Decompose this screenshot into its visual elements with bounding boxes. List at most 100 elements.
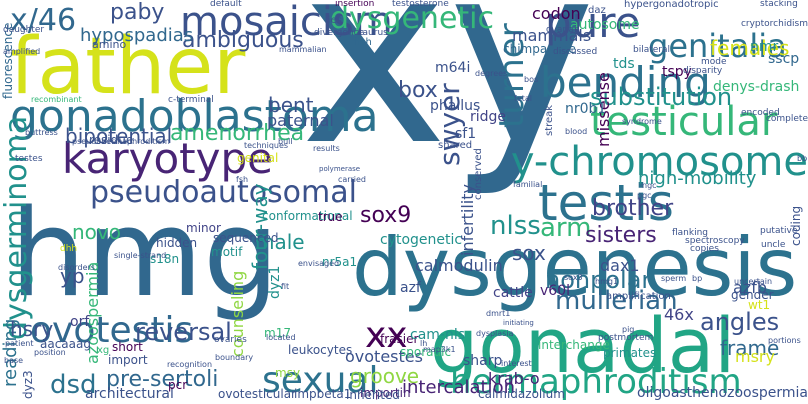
word-bent: bent — [268, 93, 314, 117]
word-nr0b1: nr0b1 — [565, 101, 607, 117]
word-residue: residue — [89, 133, 134, 147]
word-divergence: divergence — [314, 28, 365, 38]
word-sox: sox — [512, 241, 546, 265]
word-yp: yp — [60, 264, 85, 288]
word-insertion: insertion — [335, 0, 375, 9]
word-blood: blood — [565, 127, 588, 136]
word-dyz1: dyz1 — [267, 265, 283, 299]
word-dysgenesis: dysgenesis — [352, 221, 798, 314]
word-phallus: phallus — [430, 98, 481, 114]
word-lh: lh — [420, 339, 428, 348]
word-sox9: sox9 — [360, 203, 412, 228]
word-interest: interest — [501, 359, 532, 368]
word-importin: importin — [360, 386, 411, 400]
word-inherited: inherited — [346, 388, 400, 402]
word-aacaaag: aacaaag — [40, 337, 91, 351]
word-testis: testis — [538, 174, 674, 232]
word-dax1: dax1 — [600, 256, 640, 275]
word-lies: lies — [325, 15, 342, 26]
word-dyz3: dyz3 — [21, 370, 35, 399]
word-azfb: azfb — [733, 278, 767, 297]
word-ambiguous: ambiguous — [182, 28, 304, 53]
word-xg: xg — [97, 345, 110, 356]
word-hmg: hmg — [10, 185, 280, 324]
word-oligoasthenozoospermia: oligoasthenozoospermia — [637, 385, 808, 401]
word-syndrome: syndrome — [622, 117, 662, 126]
word-dysgenetic: dysgenetic — [330, 1, 494, 36]
word-testosterone: testosterone — [392, 0, 449, 9]
word-xy: xy — [300, 0, 596, 200]
word-familial: familial — [513, 180, 543, 189]
word-arm: arm — [540, 213, 592, 243]
word-portions: portions — [768, 336, 801, 345]
word-fsh: fsh — [236, 175, 249, 184]
word-y-chromosome: y-chromosome — [510, 139, 808, 185]
word-disparity: disparity — [683, 66, 723, 76]
word-map3k1: map3k1 — [423, 345, 456, 354]
word-import: import — [108, 353, 148, 367]
word-fetal: fetal — [514, 94, 532, 103]
word-interchange: interchange — [538, 338, 610, 352]
word-uncertain: uncertain — [734, 277, 773, 286]
word-gonadal: gonadal — [430, 301, 736, 390]
word-mosaicism: mosaicism — [180, 0, 393, 45]
word-default: default — [210, 0, 242, 9]
word-females: females — [710, 36, 790, 60]
word-stacking: stacking — [760, 0, 798, 9]
word-fish: fish — [354, 37, 372, 48]
word-tspy: tspy — [662, 64, 692, 80]
word-ovotesticular: ovotesticular — [218, 387, 296, 401]
word-uncle: uncle — [761, 240, 786, 250]
word-swyer: swyer — [433, 83, 466, 166]
word-amplification: amplification — [606, 291, 671, 302]
word-streak: streak — [544, 104, 555, 136]
word-architectural: architectural — [85, 386, 174, 402]
word-daz: daz — [588, 5, 606, 16]
word-dysgerminoma: dysgerminoma — [0, 115, 34, 340]
word-bos: bos — [524, 75, 539, 84]
word-ovotestes: ovotestes — [345, 347, 423, 366]
word-gonadoblastoma: gonadoblastoma — [10, 91, 379, 142]
word-fit: fit — [281, 282, 290, 291]
word-dhh: dhh — [60, 244, 78, 254]
word-envisaged: envisaged — [298, 259, 340, 268]
word-sisters: sisters — [585, 223, 657, 248]
word-base: base — [4, 356, 24, 365]
word-sporadic: sporadic — [400, 345, 452, 359]
word-bp: bp — [692, 274, 703, 283]
word-c-terminal: c-terminal — [168, 95, 214, 105]
word-pure: pure — [545, 0, 641, 47]
word-short: short — [112, 340, 143, 354]
word-cam-nls: cam-nls — [410, 327, 466, 343]
word-amino: amino — [92, 38, 127, 51]
word-complete: complete — [765, 114, 808, 124]
word-encoded: encoded — [741, 108, 780, 118]
word-bb: bb — [797, 154, 808, 163]
word-brother: brother — [592, 196, 674, 221]
word-sscp: sscp — [768, 51, 800, 67]
word-krab-o: krab-o — [488, 369, 540, 388]
word-pseudoautosomal: pseudoautosomal — [90, 175, 357, 210]
word-sequenced: sequenced — [213, 231, 279, 245]
word-motif: motif — [211, 245, 243, 259]
word-frame: frame — [720, 336, 780, 360]
word-amenorrhea: amenorrhea — [170, 121, 305, 146]
word-frasier: frasier — [380, 332, 419, 346]
word-genitalia: genitalia — [648, 27, 787, 65]
word-cryptorchidism: cryptorchidism — [740, 19, 808, 29]
word-high-mobility: high-mobility — [638, 168, 757, 189]
word-testes: testes — [15, 154, 43, 164]
word-recognition: recognition — [167, 360, 213, 369]
word-46x: 46x — [664, 305, 694, 324]
word-cattle: cattle — [493, 285, 533, 301]
word-polymerase: polymerase — [319, 165, 361, 173]
word-groove: groove — [350, 364, 420, 388]
word-nonpolar: nonpolar — [545, 266, 652, 294]
word-bull: bull — [278, 137, 293, 146]
word-degrees: degrees — [475, 69, 508, 78]
word-m64i: m64i — [435, 60, 471, 76]
word-hypospadias: hypospadias — [80, 25, 194, 46]
word-substitution: substitution — [590, 83, 733, 111]
word-bipotential: bipotential — [65, 124, 173, 148]
